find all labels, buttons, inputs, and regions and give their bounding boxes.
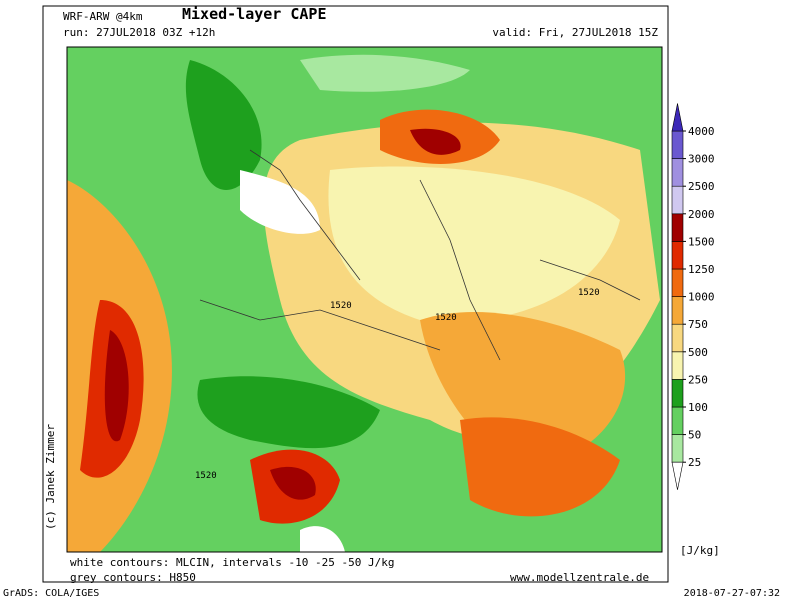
colorbar-label: 25 [688, 456, 701, 469]
colorbar-segment [671, 296, 684, 325]
contour-label: 1520 [330, 301, 352, 311]
contour-label: 1520 [435, 313, 457, 323]
colorbar-label: 1500 [688, 235, 715, 248]
colorbar-segment [671, 185, 684, 215]
colorbar-label: 250 [688, 373, 708, 386]
model-label: WRF-ARW @4km [63, 10, 143, 23]
colorbar-segment [671, 323, 684, 353]
colorbar-segment [671, 213, 684, 242]
colorbar-label: 4000 [688, 125, 715, 138]
timestamp: 2018-07-27-07:32 [684, 588, 780, 599]
colorbar-segment [671, 241, 684, 270]
colorbar-label: 50 [688, 429, 701, 442]
software: GrADS: COLA/IGES [3, 588, 99, 599]
colorbar-label: 100 [688, 401, 708, 414]
map-title: Mixed-layer CAPE [182, 5, 327, 23]
colorbar-label: 750 [688, 318, 708, 331]
run-label: run: 27JUL2018 03Z +12h [63, 26, 215, 39]
colorbar-label: 2000 [688, 208, 715, 221]
copyright: (c) Janek Zimmer [44, 424, 57, 530]
colorbar-end [671, 461, 684, 490]
colorbar-segment [671, 158, 684, 187]
colorbar-label: 500 [688, 346, 708, 359]
contour-label: 1520 [578, 288, 600, 298]
map-area: 1520 1520 1520 1520 [66, 46, 663, 553]
valid-label: valid: Fri, 27JUL2018 15Z [492, 26, 658, 39]
colorbar-end [671, 103, 684, 132]
colorbar-segment [671, 268, 684, 297]
contour-label: 1520 [195, 471, 217, 481]
footnote: grey contours: H850 [70, 571, 196, 584]
website: www.modellzentrale.de [510, 571, 649, 584]
unit-label: [J/kg] [680, 544, 720, 557]
colorbar-segment [671, 434, 684, 463]
footnote: white contours: MLCIN, intervals -10 -25… [70, 556, 395, 569]
colorbar-label: 1250 [688, 263, 715, 276]
colorbar-label: 3000 [688, 153, 715, 166]
colorbar-segment [671, 406, 684, 435]
colorbar-label: 2500 [688, 180, 715, 193]
colorbar-label: 1000 [688, 291, 715, 304]
colorbar-segment [671, 379, 684, 408]
frame [42, 5, 669, 583]
colorbar-segment [671, 351, 684, 380]
colorbar-segment [671, 130, 684, 159]
